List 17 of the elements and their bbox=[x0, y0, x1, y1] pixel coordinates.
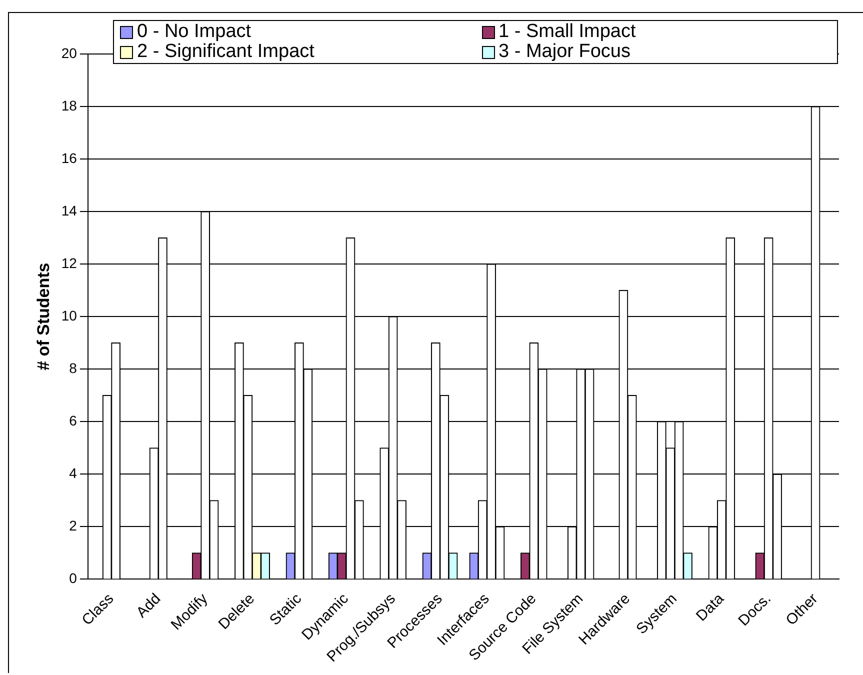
y-tick-label: 16 bbox=[61, 150, 78, 166]
y-tick-label: 14 bbox=[61, 202, 78, 218]
y-tick-label: 2 bbox=[69, 518, 78, 534]
y-tick-label: 18 bbox=[61, 97, 78, 114]
y-tick-label: 12 bbox=[61, 254, 78, 271]
y-tick-label: 6 bbox=[69, 412, 78, 428]
legend-label: 1 - Small Impact bbox=[498, 21, 636, 42]
legend-label: 0 - No Impact bbox=[137, 21, 252, 42]
y-tick-label: 4 bbox=[69, 465, 78, 482]
y-tick-label: 8 bbox=[69, 360, 78, 376]
y-tick-label: 20 bbox=[61, 44, 78, 61]
y-tick-label: 0 bbox=[69, 570, 78, 586]
legend-label: 2 - Significant Impact bbox=[137, 41, 314, 62]
y-axis-title: # of Students bbox=[34, 262, 53, 370]
legend-label: 3 - Major Focus bbox=[498, 41, 630, 62]
x-tick-label: Data bbox=[692, 590, 728, 625]
y-tick-label: 10 bbox=[61, 307, 78, 324]
